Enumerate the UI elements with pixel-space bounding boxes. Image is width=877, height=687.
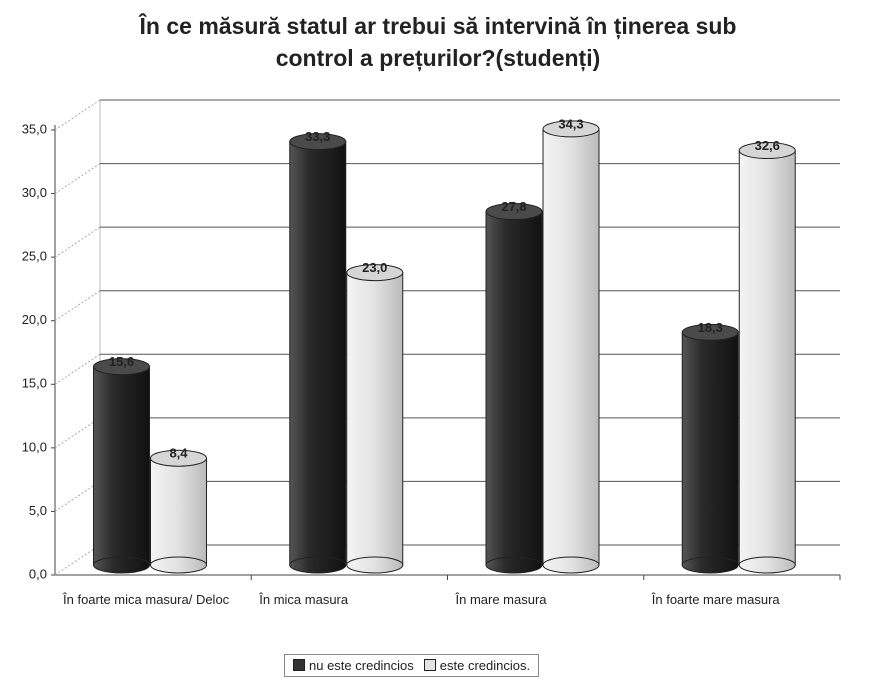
cylinder-cover — [487, 563, 541, 566]
x-tick-label: În mare masura — [455, 592, 547, 607]
cylinder-top — [542, 120, 600, 138]
cylinder — [738, 142, 796, 574]
cylinder — [346, 264, 404, 574]
cylinder-cover — [347, 563, 402, 566]
grid-line — [54, 226, 101, 258]
grid-line — [54, 353, 101, 385]
y-tick-label: 30,0 — [22, 185, 47, 200]
cylinder-cover — [290, 563, 345, 566]
cylinder-top — [289, 133, 347, 151]
data-label: 34,3 — [558, 116, 583, 131]
cylinder — [681, 323, 739, 574]
cylinder-body — [289, 141, 347, 566]
chart-title: În ce măsură statul ar trebui să intervi… — [139, 13, 737, 71]
y-tick-label: 0,0 — [29, 566, 47, 581]
cylinder-cover — [151, 563, 206, 566]
cylinder — [150, 449, 207, 574]
grid-line — [54, 417, 101, 449]
data-label: 33,3 — [305, 129, 330, 144]
legend-item: este credincios. — [423, 658, 531, 673]
x-tick-label: În foarte mare masura — [651, 592, 780, 607]
grid-line — [54, 481, 101, 512]
data-label: 18,3 — [698, 320, 723, 335]
cylinder-top — [681, 323, 739, 341]
grid-line — [54, 163, 101, 194]
grid-line — [54, 99, 101, 131]
cylinder — [289, 133, 347, 574]
y-tick-label: 15,0 — [22, 376, 47, 391]
y-tick-label: 20,0 — [22, 312, 47, 327]
y-tick-label: 35,0 — [22, 121, 47, 136]
data-label: 8,4 — [169, 446, 188, 461]
cylinder-body — [542, 128, 600, 566]
cylinder-cover — [544, 563, 598, 566]
data-label: 15,6 — [109, 354, 134, 369]
cylinder — [485, 203, 543, 574]
cylinder-cover — [683, 563, 738, 566]
grid-line — [54, 544, 101, 576]
cylinder-body — [346, 272, 404, 566]
legend-swatch — [423, 659, 436, 671]
cylinder — [93, 358, 150, 574]
cylinder-cover — [740, 563, 795, 566]
data-label: 23,0 — [362, 260, 387, 275]
cylinder-top — [346, 264, 404, 282]
legend-item: nu este credincios — [293, 658, 414, 673]
cylinder-body — [681, 331, 739, 566]
legend-label: nu este credincios — [309, 658, 414, 673]
x-tick-label: În foarte mica masura/ Deloc — [63, 592, 230, 607]
cylinder-body — [93, 366, 150, 566]
cylinder-body — [738, 150, 796, 566]
y-tick-label: 25,0 — [22, 249, 47, 264]
data-label: 32,6 — [755, 138, 780, 153]
legend-swatch — [293, 659, 305, 671]
cylinder-top — [738, 142, 796, 160]
x-tick-label: În mica masura — [259, 592, 349, 607]
cylinder-body — [150, 457, 207, 566]
legend-label: este credincios. — [439, 658, 531, 673]
cylinder-top — [93, 358, 150, 376]
y-tick-label: 10,0 — [22, 439, 47, 454]
cylinder-body — [485, 211, 543, 566]
cylinder-top — [150, 449, 207, 467]
data-label: 27,8 — [501, 199, 526, 214]
cylinder — [542, 120, 600, 574]
y-tick-label: 5,0 — [29, 503, 47, 518]
grid-line — [54, 290, 101, 322]
cylinder-top — [485, 203, 543, 221]
cylinder-cover — [94, 563, 149, 566]
legend: nu este credincios este credincios. — [284, 654, 540, 677]
